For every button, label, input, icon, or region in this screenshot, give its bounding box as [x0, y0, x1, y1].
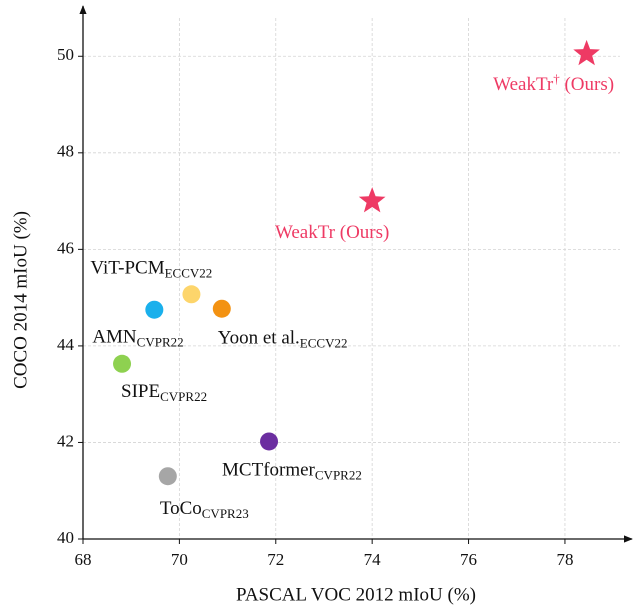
point-label: ToCoCVPR23 [160, 498, 249, 521]
label-name: AMN [92, 327, 137, 348]
point [182, 285, 201, 304]
y-axis-label: COCO 2014 mIoU (%) [10, 211, 31, 389]
point [145, 300, 164, 319]
point-label: SIPECVPR22 [121, 381, 207, 404]
x-tick-label: 74 [364, 550, 382, 569]
point [158, 467, 177, 486]
y-tick-label: 50 [57, 45, 74, 64]
point-label: Yoon et al.ECCV22 [218, 328, 348, 351]
label-name: ToCo [160, 498, 202, 519]
label-sub: CVPR22 [315, 467, 362, 482]
label-name: WeakTr [493, 74, 554, 95]
point-label: AMNCVPR22 [92, 327, 183, 350]
label-name: WeakTr (Ours) [275, 222, 389, 243]
point [212, 299, 231, 318]
star-marker [573, 39, 600, 66]
label-sub: CVPR22 [137, 335, 184, 350]
label-suffix: (Ours) [560, 74, 614, 95]
point [260, 432, 279, 451]
point-label: WeakTr (Ours) [275, 222, 389, 243]
label-sub: CVPR22 [160, 389, 207, 404]
grid [82, 18, 620, 540]
x-tick-label: 78 [556, 550, 573, 569]
star-marker [358, 187, 386, 213]
label-sub: CVPR23 [202, 506, 249, 521]
x-tick-label: 76 [460, 550, 477, 569]
point-label: ViT-PCMECCV22 [90, 257, 212, 280]
label-name: Yoon et al. [218, 328, 300, 349]
x-axis-label: PASCAL VOC 2012 mIoU (%) [236, 584, 476, 605]
label-name: SIPE [121, 381, 160, 402]
y-tick-label: 48 [57, 142, 74, 161]
point-label: WeakTr† (Ours) [493, 71, 614, 95]
x-tick-label: 68 [75, 550, 92, 569]
label-sub: ECCV22 [165, 265, 213, 280]
point [113, 354, 132, 373]
label-name: MCTformer [222, 459, 316, 480]
x-tick-label: 70 [171, 550, 188, 569]
y-tick-label: 40 [57, 528, 74, 547]
label-name: ViT-PCM [90, 257, 164, 278]
label-sup: † [553, 71, 560, 86]
y-tick-label: 42 [57, 431, 74, 450]
label-sub: ECCV22 [300, 336, 348, 351]
x-tick-label: 72 [267, 550, 284, 569]
y-tick-label: 46 [57, 238, 74, 257]
point-label: MCTformerCVPR22 [222, 459, 362, 482]
y-tick-label: 44 [57, 335, 75, 354]
